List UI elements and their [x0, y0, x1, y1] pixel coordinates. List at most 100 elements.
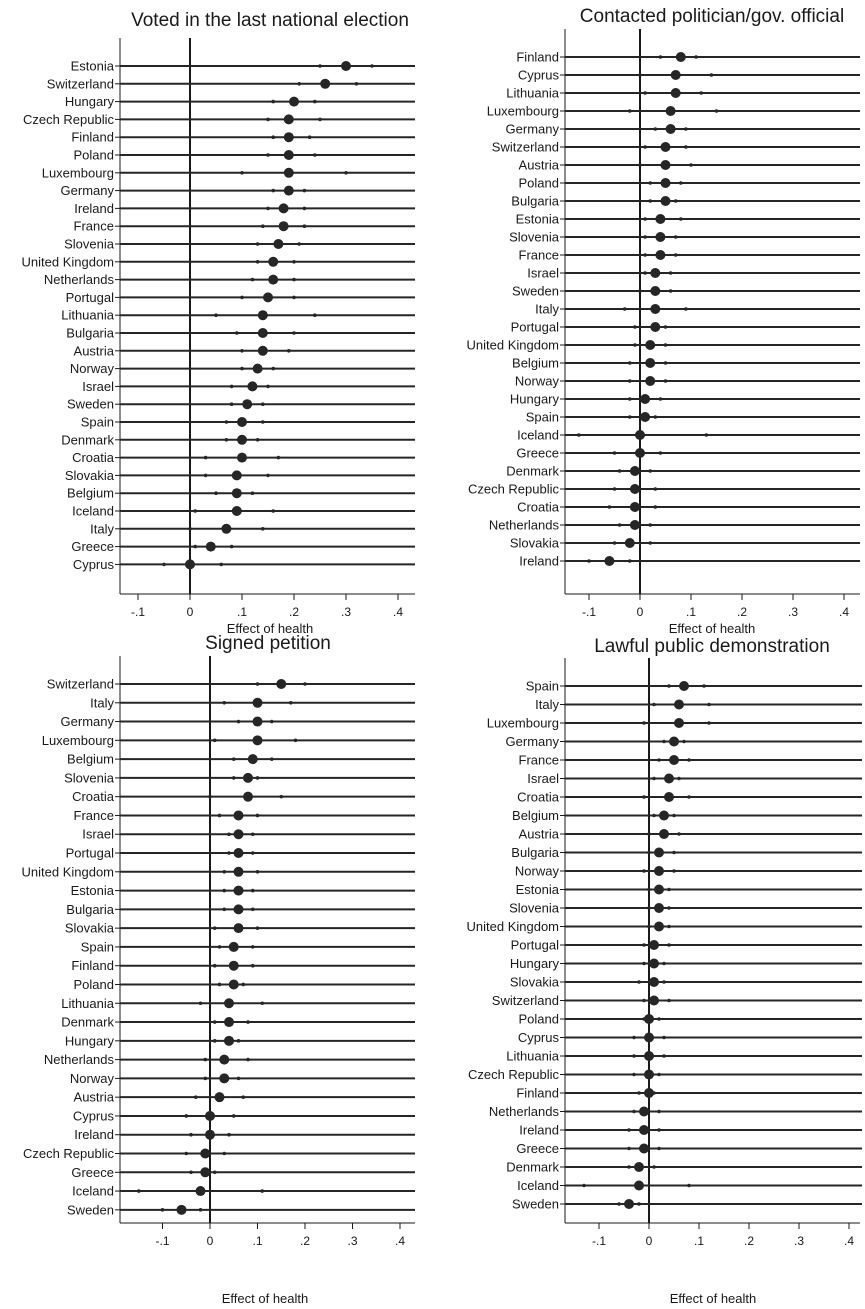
ci-low-marker: [222, 870, 227, 874]
ci-high-marker: [260, 1001, 265, 1006]
y-category-label: Cyprus: [518, 68, 560, 83]
point-estimate-marker: [195, 1186, 206, 1197]
x-tick-label: -.1: [155, 1234, 169, 1248]
point-estimate-marker: [670, 88, 681, 98]
ci-high-marker: [303, 682, 307, 686]
ci-high-marker: [241, 1095, 246, 1099]
ci-high-marker: [250, 491, 255, 496]
ci-high-marker: [271, 366, 276, 371]
ci-low-marker: [617, 1202, 621, 1206]
ci-low-marker: [224, 438, 229, 442]
point-estimate-marker: [629, 466, 640, 476]
point-estimate-marker: [674, 718, 684, 728]
y-category-label: Lithuania: [506, 86, 560, 101]
ci-low-marker: [612, 487, 617, 491]
y-category-label: Portugal: [66, 290, 115, 305]
ci-high-marker: [227, 1132, 231, 1137]
y-category-label: Greece: [71, 1165, 114, 1180]
ci-low-marker: [261, 224, 265, 228]
y-category-label: Slovenia: [509, 901, 560, 916]
ci-low-marker: [255, 260, 260, 264]
ci-low-marker: [643, 217, 647, 221]
ci-high-marker: [212, 1170, 217, 1175]
ci-high-marker: [261, 402, 265, 407]
y-category-label: Bulgaria: [66, 902, 114, 917]
ci-low-marker: [667, 684, 671, 688]
y-category-label: Norway: [515, 864, 560, 879]
ci-high-marker: [663, 361, 668, 365]
y-category-label: Estonia: [516, 882, 560, 897]
y-category-label: Israel: [527, 266, 559, 281]
point-estimate-marker: [231, 470, 242, 481]
y-category-label: Germany: [61, 183, 115, 198]
ci-low-marker: [643, 235, 647, 239]
point-estimate-marker: [283, 114, 294, 125]
ci-low-marker: [628, 415, 632, 419]
y-category-label: Germany: [506, 122, 560, 137]
ci-low-marker: [318, 64, 322, 68]
ci-high-marker: [292, 331, 296, 335]
ci-high-marker: [302, 188, 307, 193]
ci-high-marker: [673, 253, 678, 257]
y-category-label: Israel: [527, 771, 559, 786]
y-category-label: Poland: [519, 176, 559, 191]
y-category-label: Switzerland: [492, 140, 559, 155]
point-estimate-marker: [237, 417, 247, 427]
x-tick-label: .2: [289, 605, 299, 619]
ci-low-marker: [652, 702, 656, 707]
x-tick-label: 0: [646, 1234, 653, 1248]
ci-low-marker: [643, 253, 647, 257]
y-category-label: Netherlands: [44, 272, 115, 287]
point-estimate-marker: [664, 773, 674, 784]
ci-high-marker: [657, 1017, 661, 1021]
ci-low-marker: [240, 349, 244, 353]
point-estimate-marker: [219, 1073, 230, 1084]
ci-high-marker: [672, 813, 676, 818]
point-estimate-marker: [283, 167, 294, 178]
x-axis-label: Effect of health: [670, 1291, 757, 1306]
ci-high-marker: [266, 384, 270, 389]
ci-high-marker: [313, 153, 317, 157]
ci-low-marker: [632, 1035, 636, 1040]
ci-high-marker: [668, 289, 673, 293]
ci-low-marker: [222, 700, 227, 705]
point-estimate-marker: [185, 559, 195, 570]
point-estimate-marker: [205, 541, 216, 552]
point-estimate-marker: [268, 256, 279, 267]
x-tick-label: .3: [341, 605, 351, 619]
ci-high-marker: [344, 171, 348, 175]
ci-high-marker: [271, 509, 276, 513]
point-estimate-marker: [624, 538, 635, 548]
x-tick-label: -.1: [592, 1234, 606, 1248]
panel-bottom-left: Signed petition -.1 0 .1 .2 .3 .4 Effect of hea…: [22, 633, 415, 1306]
ci-low-marker: [632, 1109, 636, 1114]
point-estimate-marker: [629, 520, 640, 530]
y-category-label: Luxembourg: [42, 165, 114, 180]
y-category-label: Bulgaria: [66, 326, 114, 341]
point-estimate-marker: [655, 232, 666, 242]
ci-high-marker: [255, 813, 260, 818]
ci-low-marker: [160, 1208, 165, 1212]
point-estimate-marker: [664, 792, 674, 802]
ci-high-marker: [709, 73, 714, 77]
y-category-label: France: [519, 248, 559, 263]
ci-high-marker: [668, 271, 673, 275]
y-category-label: Luxembourg: [487, 716, 559, 731]
ci-high-marker: [292, 295, 296, 300]
ci-high-marker: [689, 163, 693, 167]
ci-low-marker: [212, 1039, 217, 1043]
ci-low-marker: [628, 109, 632, 113]
x-tick-label: 0: [207, 1234, 214, 1248]
ci-high-marker: [684, 127, 688, 131]
ci-high-marker: [241, 982, 246, 987]
point-estimate-marker: [660, 142, 671, 152]
y-category-label: Germany: [61, 714, 115, 729]
y-category-label: Lithuania: [61, 308, 115, 323]
y-category-label: Germany: [506, 734, 560, 749]
ci-high-marker: [287, 349, 291, 353]
point-estimate-marker: [320, 78, 331, 89]
ci-high-marker: [354, 82, 359, 86]
ci-high-marker: [255, 870, 260, 874]
ci-low-marker: [628, 397, 632, 401]
y-category-label: Slovakia: [510, 975, 560, 990]
